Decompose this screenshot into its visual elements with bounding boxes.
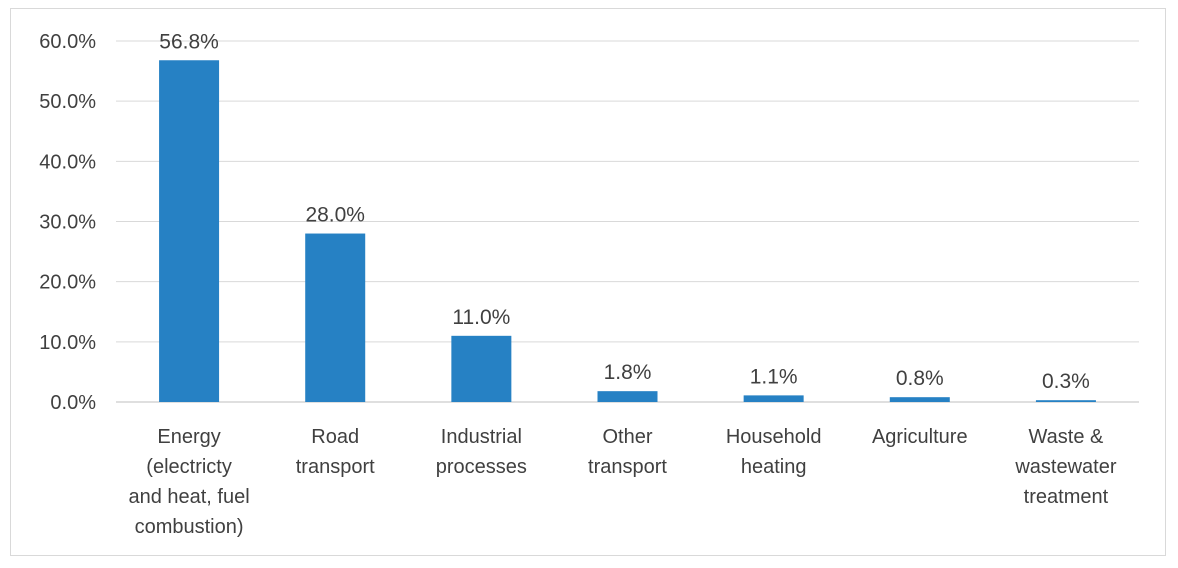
category-label: Energy (electricty and heat, fuel combustio… [128, 426, 249, 538]
data-label: 11.0% [452, 306, 510, 329]
data-label: 56.8% [159, 30, 219, 53]
bar-chart: 0.0% 10.0% 20.0% 30.0% 40.0% 50.0% 60.0% 56.8%… [39, 30, 1139, 538]
y-tick-label: 0.0% [50, 392, 96, 414]
data-label: 1.1% [750, 365, 798, 388]
bar [159, 60, 220, 403]
data-label: 0.8% [896, 367, 944, 390]
bars [159, 60, 1096, 403]
y-axis-tick-labels: 0.0% 10.0% 20.0% 30.0% 40.0% 50.0% 60.0% [39, 31, 96, 414]
y-tick-label: 20.0% [39, 272, 96, 294]
category-label: Industrial processes [436, 426, 527, 478]
category-label: Road transport [296, 426, 375, 478]
bar [597, 391, 658, 402]
category-label: Waste & wastewater treatment [1014, 426, 1116, 508]
data-label: 0.3% [1042, 370, 1090, 393]
y-tick-label: 60.0% [39, 31, 96, 53]
category-label: Other transport [588, 426, 667, 478]
bar [1035, 400, 1096, 402]
chart-area: 0.0% 10.0% 20.0% 30.0% 40.0% 50.0% 60.0% 56.8%… [10, 8, 1166, 556]
bar [889, 397, 950, 402]
y-tick-label: 30.0% [39, 212, 96, 234]
data-label: 28.0% [305, 204, 365, 227]
data-labels: 56.8% 28.0% 11.0% 1.8% 1.1% 0.8% 0.3% [159, 30, 1090, 393]
data-label: 1.8% [604, 361, 652, 384]
y-tick-label: 10.0% [39, 332, 96, 354]
y-tick-label: 50.0% [39, 91, 96, 113]
category-label: Household heating [726, 426, 822, 478]
gridlines [116, 40, 1139, 403]
y-tick-label: 40.0% [39, 151, 96, 173]
category-label: Agriculture [872, 426, 968, 448]
category-labels: Energy (electricty and heat, fuel combustio… [128, 426, 1116, 538]
bar [305, 233, 366, 402]
bar [451, 335, 512, 402]
bar [743, 395, 804, 402]
